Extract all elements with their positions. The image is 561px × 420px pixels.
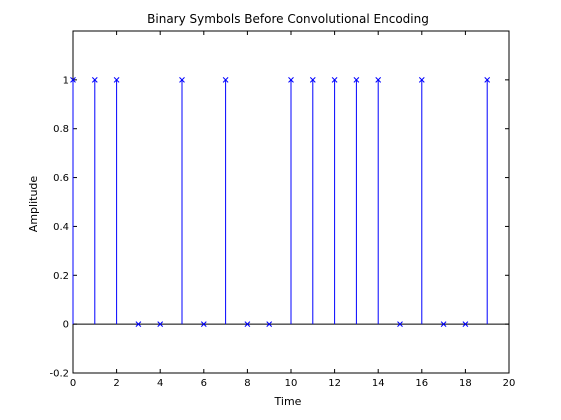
stem-marker xyxy=(462,321,469,327)
y-tick-label: 0.6 xyxy=(53,173,69,184)
x-tick-label: 2 xyxy=(113,378,119,389)
stem-marker xyxy=(200,321,207,327)
stem-marker xyxy=(244,321,251,327)
stem-marker xyxy=(179,77,185,83)
stem-marker xyxy=(418,77,425,83)
stem-marker xyxy=(266,321,273,327)
x-axis-label: Time xyxy=(274,395,302,408)
stem-marker xyxy=(135,321,142,327)
y-tick-label: 0.2 xyxy=(53,271,69,282)
x-tick-label: 4 xyxy=(157,378,163,389)
x-tick-label: 16 xyxy=(415,378,428,389)
y-axis-label: Amplitude xyxy=(27,176,40,233)
x-tick-label: 6 xyxy=(201,378,207,389)
stem-marker xyxy=(70,77,76,83)
stem-marker xyxy=(397,321,403,327)
stem-series xyxy=(70,77,491,327)
stem-marker xyxy=(288,77,294,83)
x-axis: 0 2 4 6 8 10 12 14 16 18 20 xyxy=(70,31,516,389)
x-tick-label: 18 xyxy=(459,378,472,389)
x-tick-label: 10 xyxy=(285,378,298,389)
stem-marker xyxy=(222,77,229,83)
y-tick-label: 0.4 xyxy=(53,222,69,233)
y-tick-label: -0.2 xyxy=(49,369,69,380)
y-tick-label: 0.8 xyxy=(53,124,69,135)
y-axis: -0.2 0 0.2 0.4 0.6 0.8 1 xyxy=(49,75,509,380)
stem-marker xyxy=(353,77,360,83)
stem-marker xyxy=(440,321,447,327)
x-tick-label: 20 xyxy=(503,378,516,389)
stem-marker xyxy=(309,77,316,83)
x-tick-label: 0 xyxy=(70,378,76,389)
stem-marker xyxy=(331,77,338,83)
y-tick-label: 0 xyxy=(63,320,69,331)
stem-marker xyxy=(91,77,98,83)
chart-title: Binary Symbols Before Convolutional Enco… xyxy=(147,12,429,26)
stem-marker xyxy=(157,321,164,327)
x-tick-label: 8 xyxy=(244,378,250,389)
x-tick-label: 14 xyxy=(372,378,385,389)
stem-marker xyxy=(375,77,382,83)
stem-marker xyxy=(484,77,491,83)
stem-marker xyxy=(113,77,120,83)
x-tick-label: 12 xyxy=(328,378,341,389)
y-tick-label: 1 xyxy=(63,75,69,86)
